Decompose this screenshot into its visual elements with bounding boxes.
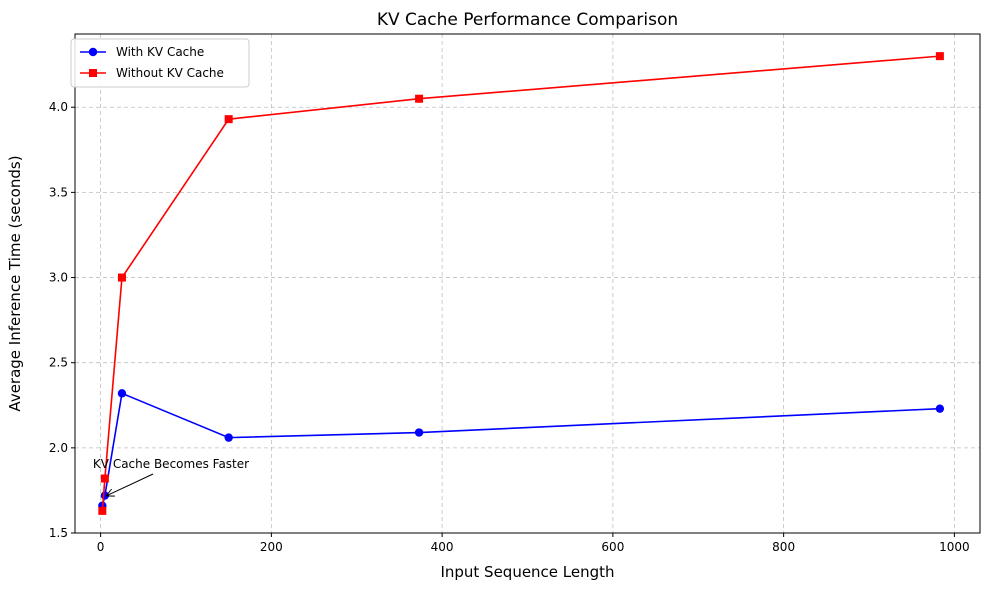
legend-entry-without-kv-cache: Without KV Cache xyxy=(80,66,224,80)
y-axis-label: Average Inference Time (seconds) xyxy=(6,155,24,411)
data-point-with-kv-cache xyxy=(935,404,945,413)
legend-marker xyxy=(89,69,97,77)
legend-marker xyxy=(88,47,98,57)
data-point-with-kv-cache xyxy=(414,428,424,437)
y-tick-label: 2.5 xyxy=(49,356,68,370)
x-tick-label: 200 xyxy=(260,540,283,554)
y-tick-label: 2.0 xyxy=(49,441,68,455)
y-tick-label: 3.0 xyxy=(49,271,68,285)
data-point-without-kv-cache xyxy=(224,115,233,124)
chart-title: KV Cache Performance Comparison xyxy=(377,10,678,30)
y-tick-label: 1.5 xyxy=(49,526,68,540)
x-tick-label: 0 xyxy=(97,540,105,554)
legend-label-without-kv-cache: Without KV Cache xyxy=(116,66,224,80)
series-line-with-kv-cache xyxy=(101,392,940,506)
legend-label-with-kv-cache: With KV Cache xyxy=(116,45,204,59)
x-tick-label: 600 xyxy=(601,540,624,554)
plot-frame xyxy=(74,33,981,534)
series-layer xyxy=(98,52,945,515)
y-tick-label: 4.0 xyxy=(49,100,68,114)
series-line-without-kv-cache xyxy=(101,55,940,511)
data-point-with-kv-cache xyxy=(224,433,233,442)
ticks-layer: 0 200 400 600 800 1000 1.5 2.0 2.5 3.0 3.5 4.0 xyxy=(49,100,970,554)
y-tick-label: 3.5 xyxy=(49,185,68,199)
annotation-arrow xyxy=(107,473,154,496)
x-tick-label: 800 xyxy=(772,540,795,554)
data-point-without-kv-cache xyxy=(935,52,944,61)
legend: With KV Cache Without KV Cache xyxy=(70,38,250,88)
x-axis-label: Input Sequence Length xyxy=(440,563,614,581)
data-point-with-kv-cache xyxy=(117,389,127,398)
data-point-without-kv-cache xyxy=(98,506,107,515)
data-point-without-kv-cache xyxy=(117,273,126,282)
data-point-without-kv-cache xyxy=(100,474,109,483)
legend-entry-with-kv-cache: With KV Cache xyxy=(80,45,204,59)
data-point-without-kv-cache xyxy=(415,94,424,103)
annotation-text: KV Cache Becomes Faster xyxy=(93,457,249,471)
x-tick-label: 400 xyxy=(431,540,454,554)
x-tick-label: 1000 xyxy=(939,540,970,554)
annotation-layer: KV Cache Becomes Faster xyxy=(93,457,249,496)
legend-box xyxy=(70,38,250,88)
